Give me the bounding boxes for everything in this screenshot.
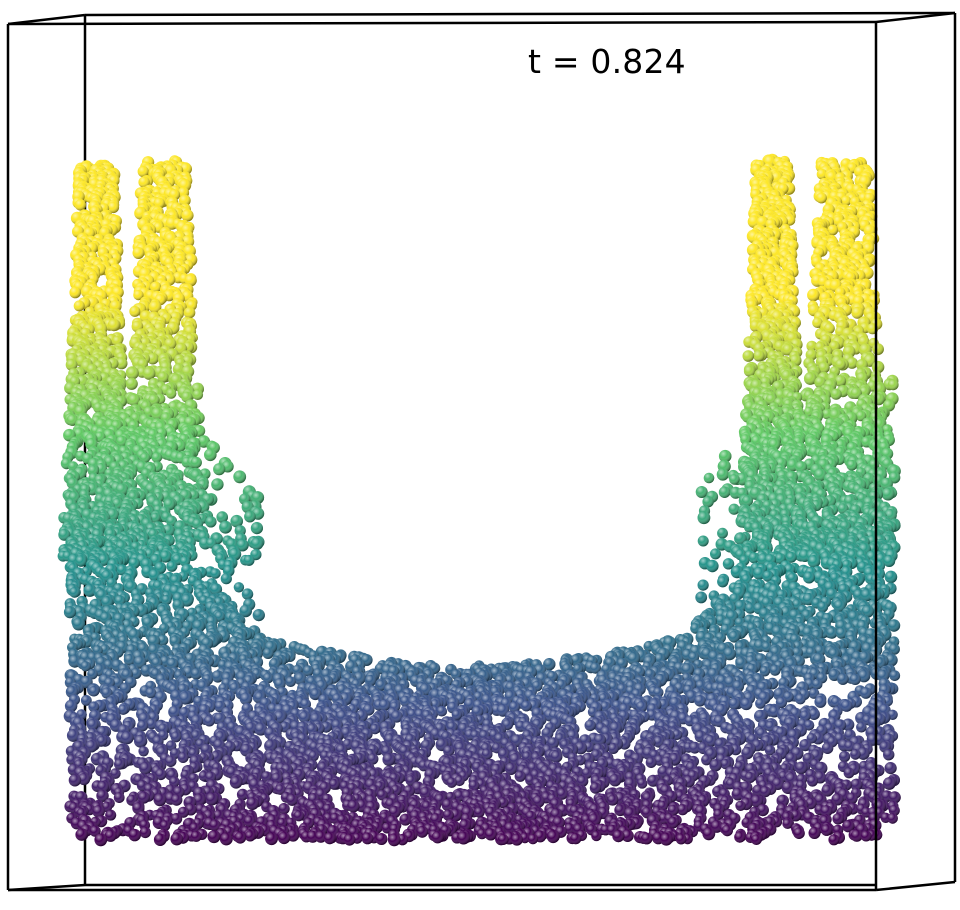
fluid-particle-shading [887,379,899,391]
fluid-particle-shading [830,388,842,400]
fluid-particle-shading [125,377,138,390]
fluid-particle-shading [213,463,226,476]
fluid-particle-shading [233,470,247,484]
fluid-particle-shading [126,367,139,380]
fluid-particle-shading [729,474,740,485]
fluid-particle-shading [190,456,202,469]
fluid-particle-shading [807,288,820,302]
fluid-particle-shading [840,195,852,207]
fluid-particle-shading [107,201,120,214]
fluid-particle-shading [166,388,177,399]
fluid-particle-shading [142,367,156,380]
box-edge-back-top [84,11,956,17]
fluid-particle-shading [178,194,191,207]
fluid-particle-shading [74,199,87,211]
fluid-particle-shading [846,459,858,471]
fluid-particle-shading [716,468,729,481]
fluid-particle-shading [703,472,715,484]
fluid-particle-shading [181,209,194,222]
fluid-particle-shading [132,247,145,259]
fluid-particle-shading [183,306,196,319]
fluid-particle-shading [69,286,81,299]
fluid-particle-shading [137,165,149,178]
fluid-particle-shading [753,350,765,362]
fluid-particle-shading [204,448,217,462]
fluid-particle-shading [73,300,85,312]
fluid-particle-shading [192,389,204,401]
particle-cloud [57,153,901,847]
fluid-particle-shading [107,319,120,332]
fluid-particle-shading [138,176,150,188]
fluid-particle-shading [129,305,141,317]
fluid-particle-shading [742,350,755,362]
box-edge-left-top-diag [7,13,86,26]
fluid-particle-shading [816,192,827,204]
fluid-particle-shading [872,343,884,356]
fluid-particle-shading [151,452,163,463]
fluid-particle-shading [816,168,828,180]
